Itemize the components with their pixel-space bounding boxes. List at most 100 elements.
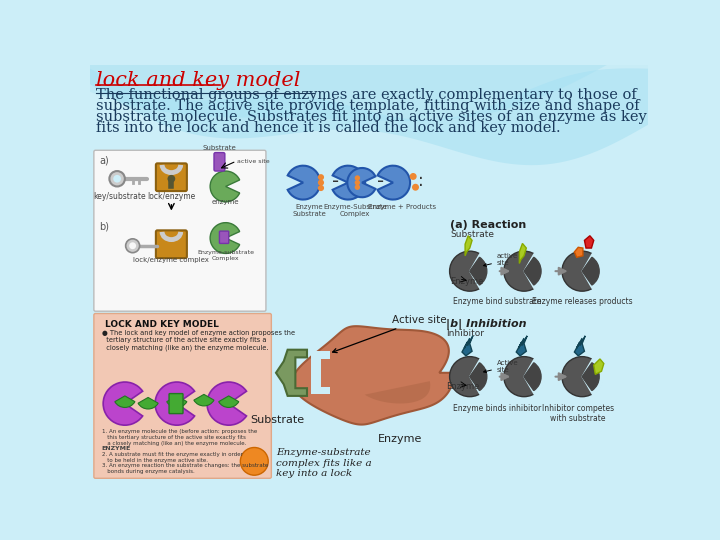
Circle shape [126,239,140,253]
Circle shape [504,251,544,291]
Circle shape [355,180,360,185]
FancyBboxPatch shape [156,164,187,191]
Polygon shape [90,43,648,121]
Text: Enzyme-Substrate
Complex: Enzyme-Substrate Complex [323,204,387,217]
Wedge shape [469,363,487,390]
Polygon shape [90,65,648,120]
Text: lock/enzyme: lock/enzyme [148,192,196,201]
Text: active site: active site [238,159,270,164]
FancyBboxPatch shape [94,150,266,311]
Text: Enzyme binds inhibitor: Enzyme binds inhibitor [453,403,541,413]
Text: substrate molecule. Substrates fit into an active sites of an enzyme as key: substrate molecule. Substrates fit into … [96,110,647,124]
Wedge shape [114,396,135,408]
Polygon shape [575,247,583,257]
Polygon shape [292,326,453,424]
FancyBboxPatch shape [156,231,187,258]
Text: ENZYME: ENZYME [102,446,131,451]
Text: lock and key model: lock and key model [96,71,300,90]
Wedge shape [582,257,599,285]
Text: Enzyme + Products: Enzyme + Products [368,204,436,210]
Wedge shape [347,168,375,197]
Wedge shape [582,253,604,290]
Text: Enzyme releases products: Enzyme releases products [532,298,632,306]
Circle shape [318,185,324,191]
Polygon shape [311,351,330,394]
Wedge shape [210,222,240,253]
Polygon shape [594,359,604,374]
Text: :: : [418,172,424,190]
Wedge shape [524,363,541,390]
Circle shape [449,356,490,397]
Wedge shape [167,396,187,408]
Circle shape [355,185,360,190]
Polygon shape [276,350,307,396]
Text: ● The lock and key model of enzyme action proposes the
  tertiary structure of t: ● The lock and key model of enzyme actio… [102,330,294,351]
Wedge shape [333,166,365,200]
Polygon shape [462,336,473,356]
Text: Enzyme: Enzyme [446,382,480,391]
Text: Substrate: Substrate [451,231,495,239]
Text: key/substrate: key/substrate [93,192,145,201]
Wedge shape [469,253,492,290]
Circle shape [168,175,175,183]
Circle shape [109,171,125,186]
Text: Substrate: Substrate [202,145,236,151]
Text: substrate. The active site provide template, fitting with size and shape of: substrate. The active site provide templ… [96,99,640,113]
Text: 2. A substrate must fit the enzyme exactly in order
   to be held in the enzyme : 2. A substrate must fit the enzyme exact… [102,452,243,463]
Circle shape [412,184,419,191]
Text: Inhibitor competes
with substrate: Inhibitor competes with substrate [542,403,614,423]
Circle shape [318,179,324,186]
Text: Enzyme-substrate
complex fits like a
key into a lock: Enzyme-substrate complex fits like a key… [276,448,372,478]
Wedge shape [103,382,143,425]
Text: (a) Reaction: (a) Reaction [451,220,526,231]
Polygon shape [519,244,526,264]
FancyBboxPatch shape [169,394,183,414]
Circle shape [355,176,360,181]
Polygon shape [364,381,431,403]
FancyBboxPatch shape [94,314,271,478]
Wedge shape [155,382,194,425]
Wedge shape [524,253,546,290]
Circle shape [504,356,544,397]
Wedge shape [219,396,239,408]
Circle shape [562,251,602,291]
Text: 1. An enzyme molecule the (before action: proposes the
   this tertiary structur: 1. An enzyme molecule the (before action… [102,429,257,446]
Text: 3. An enzyme reaction the substrate changes: the substrate
   bonds during enzym: 3. An enzyme reaction the substrate chan… [102,463,268,474]
FancyBboxPatch shape [214,153,225,171]
Polygon shape [585,236,594,248]
Polygon shape [90,65,648,165]
Circle shape [410,173,417,180]
Wedge shape [377,166,410,200]
Wedge shape [582,363,599,390]
Text: Enzyme-substrate
Complex: Enzyme-substrate Complex [197,251,254,261]
Text: lock/enzyme complex: lock/enzyme complex [133,257,210,264]
Text: Enzyme: Enzyme [378,434,422,444]
Text: LOCK AND KEY MODEL: LOCK AND KEY MODEL [104,320,219,329]
Wedge shape [207,382,246,425]
Text: The functional groups of enzymes are exactly complementary to those of: The functional groups of enzymes are exa… [96,88,637,102]
Text: a): a) [99,156,109,166]
Text: active
site: active site [484,253,518,266]
Wedge shape [288,166,320,200]
Wedge shape [524,358,546,395]
Text: Active
site: Active site [484,360,518,373]
Text: Active site: Active site [333,315,447,353]
Circle shape [113,175,121,183]
Wedge shape [582,358,604,395]
Text: b): b) [99,221,109,231]
Text: Enzyme bind substrate: Enzyme bind substrate [453,298,541,306]
Polygon shape [516,336,527,356]
Circle shape [562,356,602,397]
Wedge shape [469,358,492,395]
Polygon shape [575,336,585,356]
Wedge shape [524,257,541,285]
Text: |b| Inhibition: |b| Inhibition [446,319,527,330]
Circle shape [129,242,136,249]
Text: Enzyme
Substrate: Enzyme Substrate [292,204,326,217]
Text: Enzyme: Enzyme [451,276,484,286]
Wedge shape [210,171,240,202]
Circle shape [240,448,269,475]
Text: enzyme: enzyme [212,199,239,205]
Circle shape [449,251,490,291]
Text: Substrate: Substrate [251,415,305,425]
